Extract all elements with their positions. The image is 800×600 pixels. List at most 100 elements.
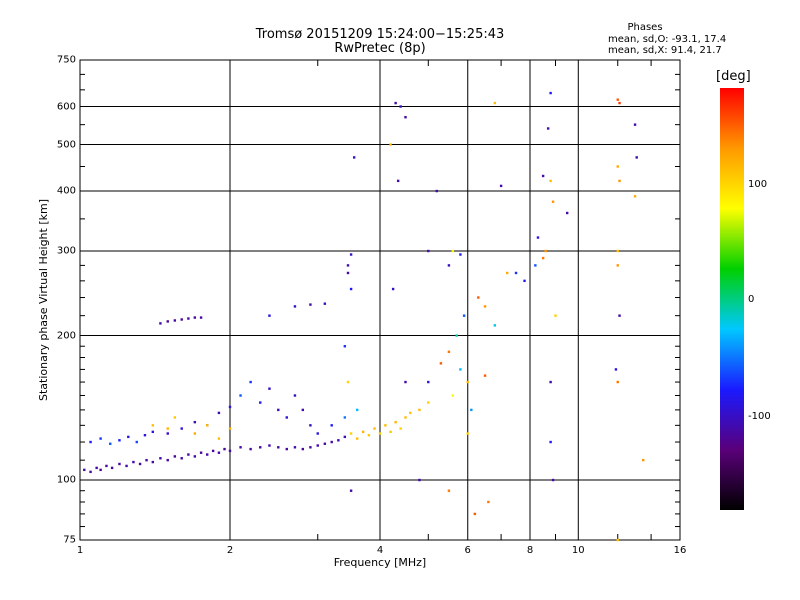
data-point bbox=[455, 334, 458, 337]
data-point bbox=[193, 420, 197, 424]
colorbar-tick-label: -100 bbox=[748, 411, 771, 422]
data-point bbox=[404, 380, 407, 384]
data-point bbox=[389, 143, 392, 146]
data-point bbox=[541, 256, 545, 260]
data-point bbox=[301, 447, 305, 451]
data-point bbox=[268, 387, 271, 390]
data-point bbox=[536, 236, 540, 239]
data-point bbox=[330, 440, 333, 444]
data-point bbox=[173, 455, 177, 458]
data-point bbox=[330, 424, 333, 427]
data-point bbox=[138, 462, 142, 466]
data-point bbox=[166, 320, 169, 323]
data-point bbox=[355, 408, 359, 412]
colorbar-tick-label: 100 bbox=[748, 179, 768, 190]
data-point bbox=[166, 427, 169, 430]
data-point bbox=[337, 439, 340, 442]
data-point bbox=[346, 271, 350, 275]
data-point bbox=[466, 432, 469, 435]
data-point bbox=[110, 466, 114, 470]
data-point bbox=[173, 319, 177, 322]
data-point bbox=[544, 249, 547, 253]
data-point bbox=[205, 424, 209, 427]
data-point bbox=[239, 446, 242, 449]
gridlines bbox=[79, 59, 681, 541]
data-point bbox=[187, 453, 190, 456]
data-point bbox=[118, 439, 121, 442]
data-point bbox=[293, 305, 297, 308]
colorbar-label: [deg] bbox=[716, 69, 751, 84]
data-point bbox=[323, 302, 327, 305]
data-point bbox=[487, 500, 490, 504]
data-point bbox=[309, 424, 312, 427]
data-point bbox=[285, 447, 288, 451]
data-point bbox=[462, 314, 466, 317]
data-point bbox=[565, 211, 569, 215]
stats-o-line: mean, sd,O: -93.1, 17.4 bbox=[608, 34, 727, 45]
data-point bbox=[470, 408, 473, 412]
data-point bbox=[249, 447, 252, 451]
data-point bbox=[427, 401, 430, 404]
data-point bbox=[418, 408, 421, 412]
data-point bbox=[293, 446, 297, 449]
data-point bbox=[316, 444, 319, 447]
data-point bbox=[616, 98, 619, 101]
data-point bbox=[549, 380, 552, 384]
data-point bbox=[427, 249, 430, 253]
data-point bbox=[367, 433, 371, 437]
data-point bbox=[301, 408, 305, 412]
data-point bbox=[223, 447, 226, 451]
data-point bbox=[616, 380, 619, 384]
data-point bbox=[352, 156, 356, 159]
data-point bbox=[549, 91, 552, 95]
data-point bbox=[99, 437, 102, 440]
plot-frame bbox=[79, 59, 744, 541]
data-point bbox=[459, 253, 462, 256]
data-point bbox=[349, 489, 353, 492]
data-point bbox=[447, 264, 451, 267]
data-point bbox=[447, 489, 451, 492]
data-point bbox=[151, 460, 155, 464]
data-points bbox=[83, 91, 645, 542]
data-point bbox=[551, 478, 555, 482]
data-point bbox=[309, 446, 312, 449]
data-point bbox=[193, 455, 197, 458]
data-point bbox=[635, 156, 638, 159]
data-point bbox=[143, 433, 147, 437]
data-point bbox=[616, 165, 619, 168]
data-point bbox=[166, 432, 169, 435]
data-point bbox=[399, 105, 402, 108]
data-point bbox=[187, 317, 190, 320]
data-point bbox=[384, 424, 387, 427]
data-point bbox=[514, 271, 518, 275]
data-point bbox=[378, 432, 382, 435]
data-point bbox=[404, 116, 407, 119]
data-point bbox=[483, 374, 487, 377]
x-tick-label: 8 bbox=[526, 545, 534, 556]
data-point bbox=[546, 127, 550, 130]
data-point bbox=[473, 512, 477, 516]
data-point bbox=[249, 380, 252, 384]
data-point bbox=[549, 179, 552, 183]
plot-border bbox=[79, 59, 681, 541]
data-point bbox=[618, 314, 621, 317]
data-point bbox=[349, 432, 353, 435]
y-tick-label: 500 bbox=[56, 139, 76, 151]
data-point bbox=[451, 394, 455, 397]
data-point bbox=[633, 123, 637, 126]
stats-heading: Phases bbox=[627, 22, 663, 33]
data-point bbox=[127, 435, 130, 439]
data-point bbox=[466, 380, 469, 384]
y-tick-label: 75 bbox=[63, 534, 76, 546]
data-point bbox=[618, 179, 621, 183]
data-point bbox=[228, 427, 232, 430]
data-point bbox=[427, 380, 430, 384]
data-point bbox=[285, 416, 288, 419]
data-point bbox=[483, 305, 487, 308]
data-point bbox=[541, 174, 545, 178]
data-point bbox=[211, 449, 215, 453]
data-point bbox=[277, 408, 280, 412]
data-point bbox=[277, 446, 280, 449]
x-tick-label: 6 bbox=[464, 545, 471, 556]
data-point bbox=[505, 271, 509, 275]
